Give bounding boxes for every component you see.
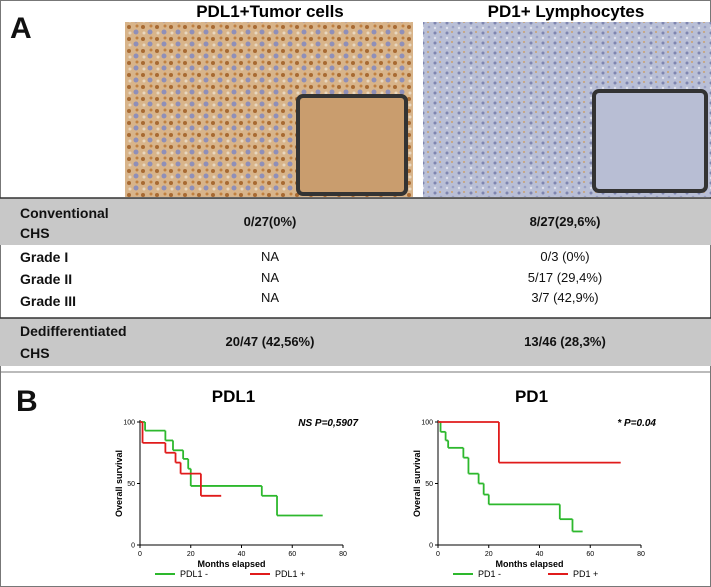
x-tick-label: 20: [187, 551, 195, 558]
column-header: PD1+ Lymphocytes: [487, 2, 645, 21]
x-tick-label: 40: [238, 551, 246, 558]
cell: 13/46 (28,3%): [524, 334, 606, 349]
cell: NA: [260, 270, 280, 285]
row-band: [0, 318, 711, 366]
inset: [592, 89, 708, 193]
chart-title: PDL1: [212, 387, 255, 406]
legend-label: PDL1 -: [180, 569, 208, 579]
cell: NA: [260, 249, 280, 264]
x-tick-label: 20: [485, 551, 493, 558]
x-tick-label: 80: [637, 551, 645, 558]
panel-label: B: [16, 385, 38, 418]
x-axis-label: Months elapsed: [197, 559, 265, 569]
cell: 3/7 (42,9%): [531, 290, 599, 305]
legend-label: PDL1 +: [275, 569, 305, 579]
x-axis-label: Months elapsed: [495, 559, 563, 569]
annotation: * P=0.04: [617, 418, 656, 429]
x-tick-label: 60: [288, 551, 296, 558]
x-tick-label: 0: [138, 551, 142, 558]
cell: NA: [260, 290, 280, 305]
chart-title: PD1: [515, 387, 548, 406]
x-tick-label: 60: [586, 551, 594, 558]
y-axis-label: Overall survival: [114, 450, 124, 517]
x-tick-label: 0: [436, 551, 440, 558]
row-label: Grade I: [20, 249, 69, 265]
cell: 0/27(0%): [243, 214, 297, 229]
panel-label: A: [10, 12, 32, 45]
cell: 5/17 (29,4%): [527, 270, 603, 285]
y-tick-label: 50: [425, 481, 433, 488]
x-tick-label: 40: [536, 551, 544, 558]
row-label: Grade II: [20, 271, 73, 287]
y-tick-label: 0: [131, 543, 135, 550]
row-label: Dedifferentiated CHS: [20, 323, 127, 361]
legend-label: PD1 +: [573, 569, 598, 579]
y-tick-label: 50: [127, 481, 135, 488]
y-axis-label: Overall survival: [412, 450, 422, 517]
column-header: PDL1+Tumor cells: [196, 2, 344, 21]
cell: 8/27(29,6%): [529, 214, 601, 229]
inset: [296, 94, 408, 196]
cell: 20/47 (42,56%): [225, 334, 315, 349]
row-band: [0, 198, 711, 245]
annotation: NS P=0,5907: [298, 418, 358, 429]
x-tick-label: 80: [339, 551, 347, 558]
y-tick-label: 100: [123, 420, 135, 427]
y-tick-label: 0: [429, 543, 433, 550]
row-label: Conventional CHS: [20, 205, 109, 241]
y-tick-label: 100: [421, 420, 433, 427]
cell: 0/3 (0%): [540, 249, 590, 264]
row-label: Grade III: [20, 293, 77, 309]
legend-label: PD1 -: [478, 569, 501, 579]
